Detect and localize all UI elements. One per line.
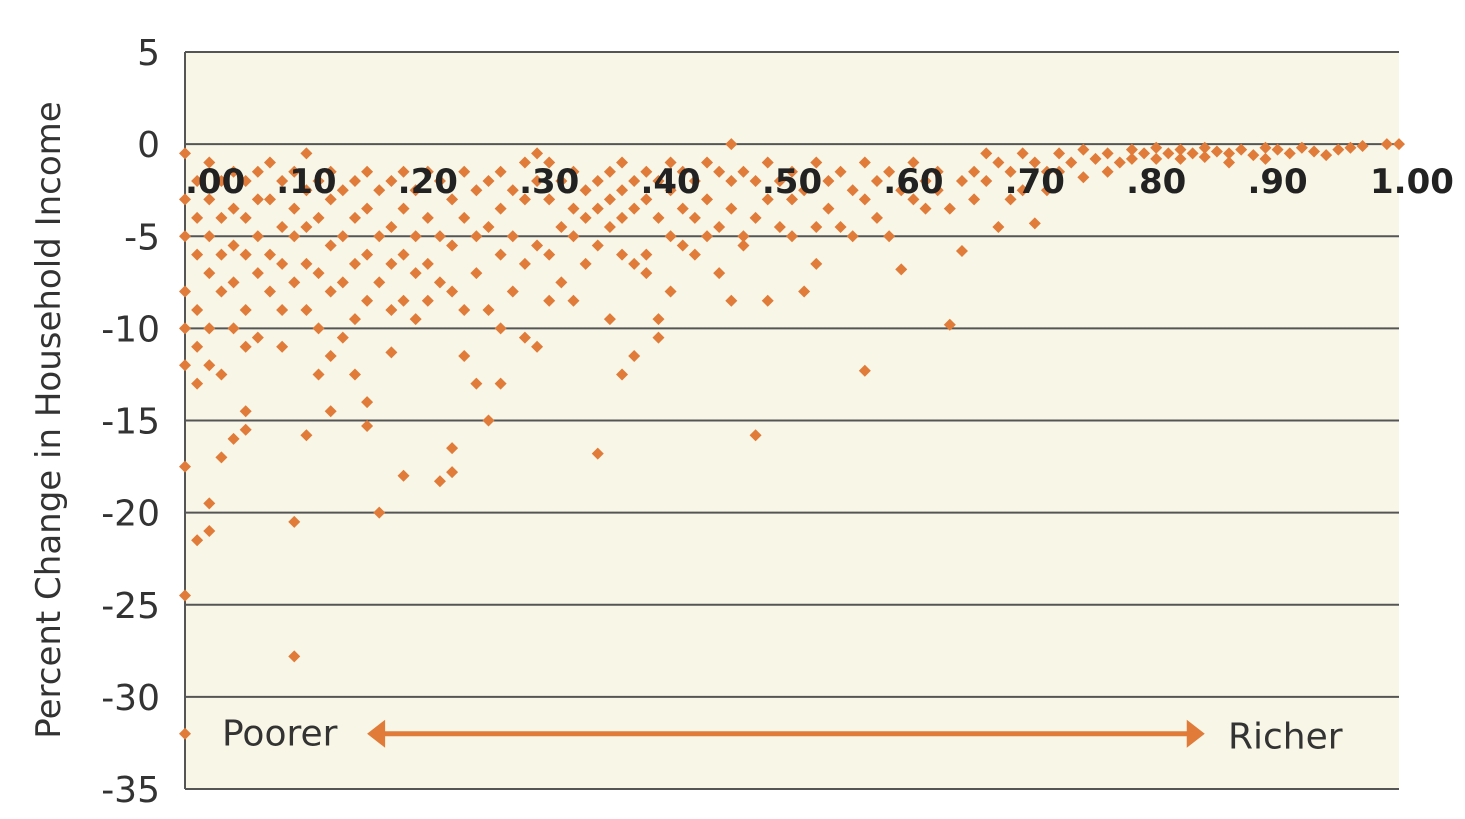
x-tick-label: .50: [762, 162, 822, 202]
annotation-richer: Richer: [1228, 717, 1343, 758]
y-tick-label: -20: [101, 494, 160, 535]
y-tick-label: -5: [124, 217, 160, 258]
x-tick-label: 1.00: [1370, 162, 1454, 202]
y-tick-label: -30: [101, 678, 160, 719]
y-tick-label: 5: [137, 33, 160, 74]
x-tick-label: .40: [640, 162, 700, 202]
x-tick-label: .80: [1126, 162, 1186, 202]
y-tick-label: -25: [101, 586, 160, 627]
y-tick-label: -35: [101, 770, 160, 811]
y-tick-label: -10: [101, 309, 160, 350]
y-tick-label: 0: [137, 125, 160, 166]
y-axis-label: Percent Change in Household Income: [29, 101, 69, 738]
y-tick-label: -15: [101, 402, 160, 443]
x-tick-label: .60: [883, 162, 943, 202]
x-tick-label: .70: [1005, 162, 1065, 202]
x-tick-label: .30: [519, 162, 579, 202]
y-tick-labels: 5 0 -5 -10 -15 -20 -25 -30 -35: [101, 33, 160, 811]
x-tick-label: .00: [185, 162, 245, 202]
annotation-poorer: Poorer: [222, 714, 338, 755]
x-tick-label: .20: [398, 162, 458, 202]
x-tick-label: .10: [276, 162, 336, 202]
x-tick-label: .90: [1247, 162, 1307, 202]
